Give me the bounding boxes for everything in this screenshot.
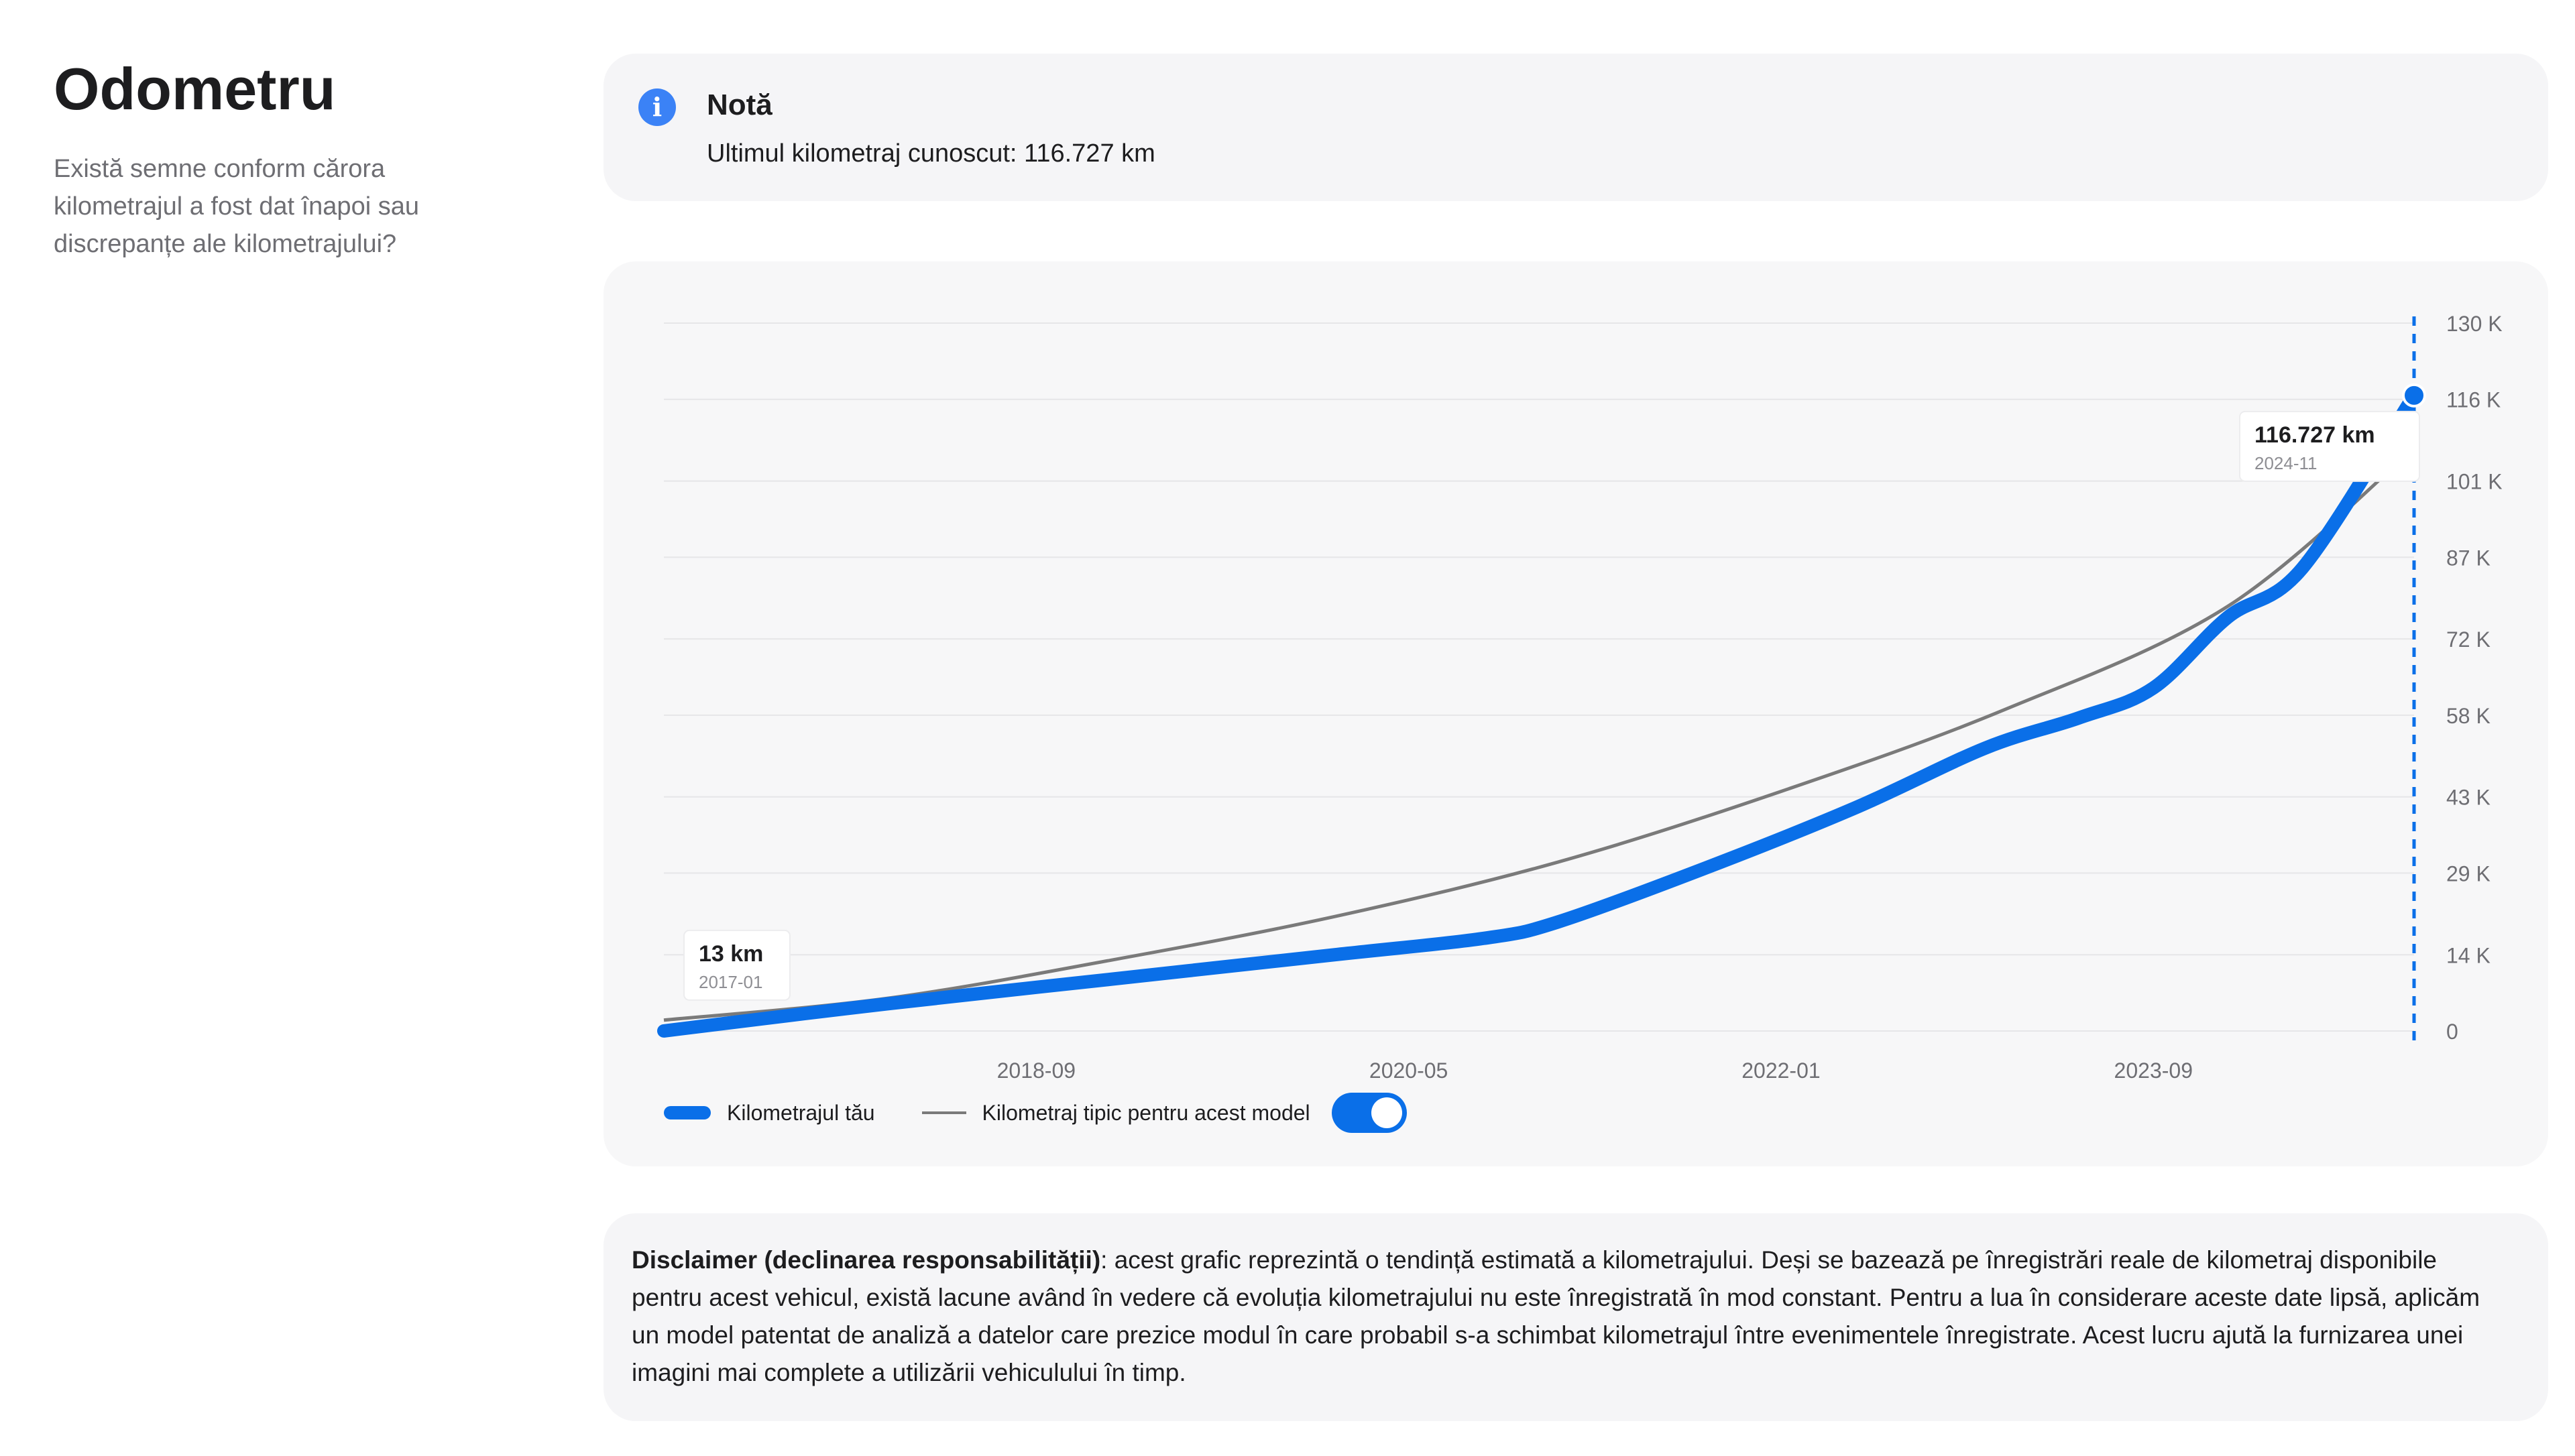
tooltip-value: 13 km (699, 941, 763, 967)
odometer-chart-card: 0 14 K 29 K 43 K 58 K 72 K 87 K 101 K 116 K 130 K… (604, 261, 2548, 1166)
tooltip-date: 2017-01 (699, 972, 762, 992)
legend-swatch-typical (921, 1111, 966, 1114)
tooltip-box (2239, 410, 2420, 482)
tooltip-end: 116.727 km 2024-11 (2239, 410, 2420, 482)
y-tick-label: 101 K (2446, 470, 2503, 494)
y-tick-label: 0 (2446, 1020, 2458, 1044)
note-card: i Notă Ultimul kilometraj cunoscut: 116.… (604, 54, 2548, 201)
series-line-your-mileage[interactable] (657, 388, 2421, 1038)
header-section: Odometru Există semne conform cărora kil… (54, 54, 483, 263)
y-tick-label: 87 K (2446, 546, 2491, 570)
note-title: Notă (707, 88, 772, 121)
tooltip-date: 2024-11 (2254, 453, 2318, 473)
y-tick-label: 116 K (2446, 388, 2501, 412)
y-tick-label: 58 K (2446, 704, 2491, 728)
y-tick-label: 43 K (2446, 786, 2491, 810)
disclaimer-title: Disclaimer (declinarea responsabilității… (632, 1246, 1101, 1274)
disclaimer-text: Disclaimer (declinarea responsabilității… (632, 1241, 2508, 1392)
y-tick-label: 72 K (2446, 627, 2491, 652)
info-icon: i (638, 88, 676, 126)
odometer-chart[interactable]: 0 14 K 29 K 43 K 58 K 72 K 87 K 101 K 116 K 130 K… (604, 261, 2548, 1166)
x-tick-label: 2022-01 (1741, 1058, 1820, 1083)
x-tick-label: 2023-09 (2114, 1058, 2193, 1083)
chart-legend: Kilometrajul tău Kilometraj tipic pentru… (664, 1091, 1407, 1134)
toggle-knob (1371, 1097, 1402, 1128)
tooltip-value: 116.727 km (2254, 422, 2375, 448)
tooltip-box (683, 929, 791, 1001)
y-tick-label: 29 K (2446, 861, 2491, 886)
y-tick-label: 14 K (2446, 943, 2491, 967)
legend-swatch-your-mileage (664, 1106, 711, 1119)
x-tick-label: 2018-09 (997, 1058, 1076, 1083)
series-line-typical (663, 446, 2415, 1022)
note-text: Ultimul kilometraj cunoscut: 116.727 km (707, 139, 1155, 168)
tooltip-start: 13 km 2017-01 (683, 929, 791, 1001)
page-title: Odometru (54, 56, 336, 122)
y-tick-label: 130 K (2446, 312, 2503, 336)
legend-label-your-mileage: Kilometrajul tău (727, 1100, 875, 1125)
x-tick-label: 2020-05 (1369, 1058, 1448, 1083)
legend-label-typical: Kilometraj tipic pentru acest model (982, 1100, 1310, 1125)
disclaimer-body: : acest grafic reprezintă o tendință est… (632, 1246, 2480, 1386)
typical-mileage-toggle[interactable] (1331, 1093, 1407, 1133)
page-description: Există semne conform cărora kilometrajul… (54, 154, 419, 258)
last-point-marker[interactable] (2402, 383, 2426, 408)
disclaimer-card: Disclaimer (declinarea responsabilității… (604, 1213, 2548, 1421)
